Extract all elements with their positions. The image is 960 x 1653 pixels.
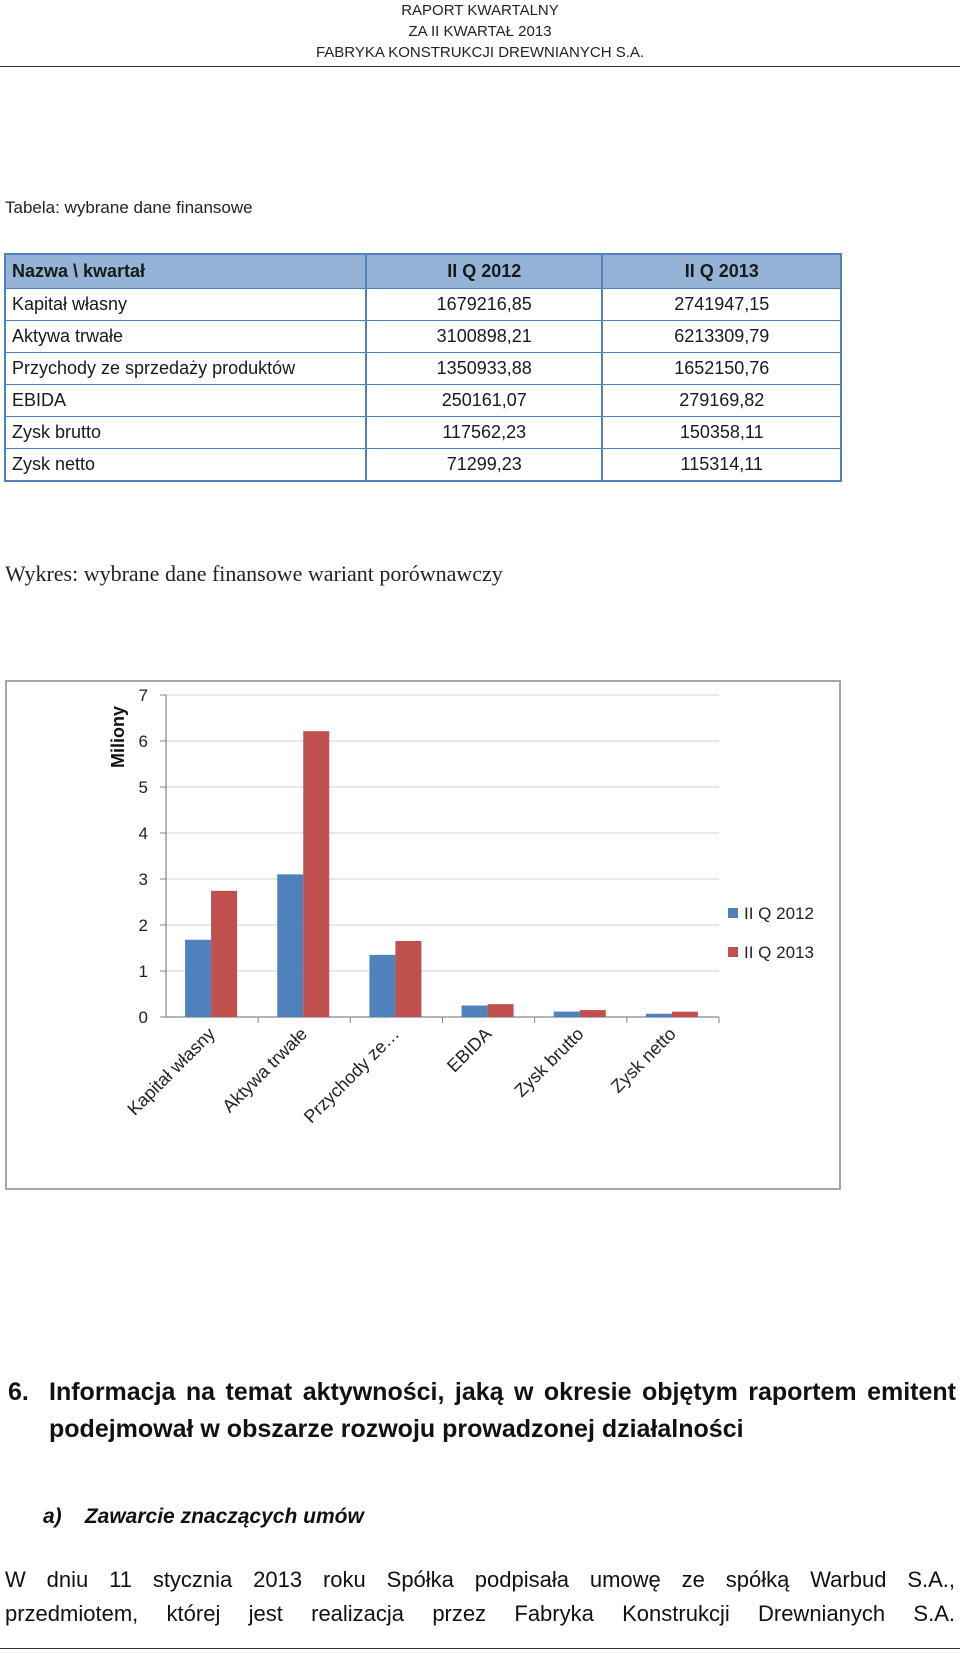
- section-number: 6.: [8, 1378, 29, 1406]
- y-tick-label: 3: [139, 870, 148, 889]
- bar: [487, 1004, 514, 1017]
- table-cell: 117562,23: [364, 416, 604, 449]
- footer-divider: [0, 1648, 960, 1649]
- section-title: Informacja na temat aktywności, jaką w o…: [49, 1378, 956, 1443]
- chart-frame: [5, 680, 841, 1190]
- y-axis-label: Miliony: [108, 706, 128, 768]
- row-label: Zysk brutto: [4, 416, 366, 449]
- bar: [369, 954, 396, 1017]
- column-header: II Q 2013: [602, 253, 842, 289]
- table-header-row: Nazwa \ kwartał II Q 2012 II Q 2013: [4, 253, 842, 289]
- column-header: II Q 2012: [364, 253, 604, 289]
- body-line: przedmiotem, której jest realizacja prze…: [5, 1601, 955, 1626]
- financial-table: Nazwa \ kwartał II Q 2012 II Q 2013 Kapi…: [4, 253, 842, 482]
- bar: [461, 1005, 488, 1017]
- table-cell: 3100898,21: [364, 320, 604, 353]
- bar: [579, 1010, 606, 1017]
- bar: [395, 941, 422, 1017]
- row-label: EBIDA: [4, 384, 366, 417]
- row-label: Zysk netto: [4, 448, 366, 482]
- bar: [277, 874, 304, 1017]
- x-tick-label: Kapitał własny: [123, 1024, 219, 1120]
- table-row: Zysk brutto 117562,23 150358,11: [4, 416, 842, 449]
- header-line-3: FABRYKA KONSTRUKCJI DREWNIANYCH S.A.: [315, 44, 645, 61]
- subsection-label: a): [43, 1505, 62, 1528]
- table-row: Aktywa trwałe 3100898,21 6213309,79: [4, 320, 842, 353]
- legend-swatch: [728, 947, 738, 957]
- body-paragraph: W dniu 11 stycznia 2013 roku Spółka podp…: [5, 1563, 955, 1631]
- y-tick-label: 4: [139, 824, 148, 843]
- x-tick-label: Aktywa trwałe: [218, 1024, 311, 1117]
- bar: [671, 1011, 698, 1017]
- legend-label: II Q 2013: [744, 943, 814, 962]
- table-row: EBIDA 250161,07 279169,82: [4, 384, 842, 417]
- table-cell: 71299,23: [364, 448, 604, 482]
- legend-label: II Q 2012: [744, 904, 814, 923]
- x-tick-label: Zysk netto: [607, 1024, 680, 1097]
- row-label: Aktywa trwałe: [4, 320, 366, 353]
- row-label: Przychody ze sprzedaży produktów: [4, 352, 366, 385]
- y-tick-label: 7: [139, 686, 148, 705]
- y-tick-label: 0: [139, 1008, 148, 1027]
- y-tick-label: 6: [139, 732, 148, 751]
- subsection-heading: a) Zawarcie znaczących umów: [43, 1505, 364, 1529]
- table-cell: 1679216,85: [364, 288, 604, 321]
- header-line-2: ZA II KWARTAŁ 2013: [408, 23, 552, 40]
- y-tick-label: 2: [139, 916, 148, 935]
- y-tick-label: 5: [139, 778, 148, 797]
- table-row: Kapitał własny 1679216,85 2741947,15: [4, 288, 842, 321]
- bar: [645, 1013, 672, 1017]
- y-tick-label: 1: [139, 962, 148, 981]
- x-tick-label: EBIDA: [443, 1024, 495, 1076]
- bar: [211, 890, 238, 1017]
- bar: [303, 731, 330, 1017]
- header-line-1: RAPORT KWARTALNY: [401, 2, 559, 19]
- table-row: Zysk netto 71299,23 115314,11: [4, 448, 842, 482]
- table-cell: 150358,11: [602, 416, 842, 449]
- chart-caption: Wykres: wybrane dane finansowe wariant p…: [5, 561, 503, 586]
- table-cell: 1652150,76: [602, 352, 842, 385]
- row-label: Kapitał własny: [4, 288, 366, 321]
- table-caption: Tabela: wybrane dane finansowe: [5, 198, 253, 217]
- legend-swatch: [728, 908, 738, 918]
- x-tick-label: Przychody ze…: [300, 1024, 403, 1127]
- table-cell: 115314,11: [602, 448, 842, 482]
- bar: [185, 939, 212, 1017]
- header-divider: [0, 66, 960, 67]
- column-header: Nazwa \ kwartał: [4, 253, 366, 289]
- body-line: W dniu 11 stycznia 2013 roku Spółka podp…: [5, 1567, 955, 1592]
- subsection-title: Zawarcie znaczących umów: [84, 1505, 364, 1528]
- report-header: RAPORT KWARTALNY ZA II KWARTAŁ 2013 FABR…: [0, 0, 960, 63]
- bar: [553, 1011, 580, 1017]
- x-tick-label: Zysk brutto: [510, 1024, 587, 1101]
